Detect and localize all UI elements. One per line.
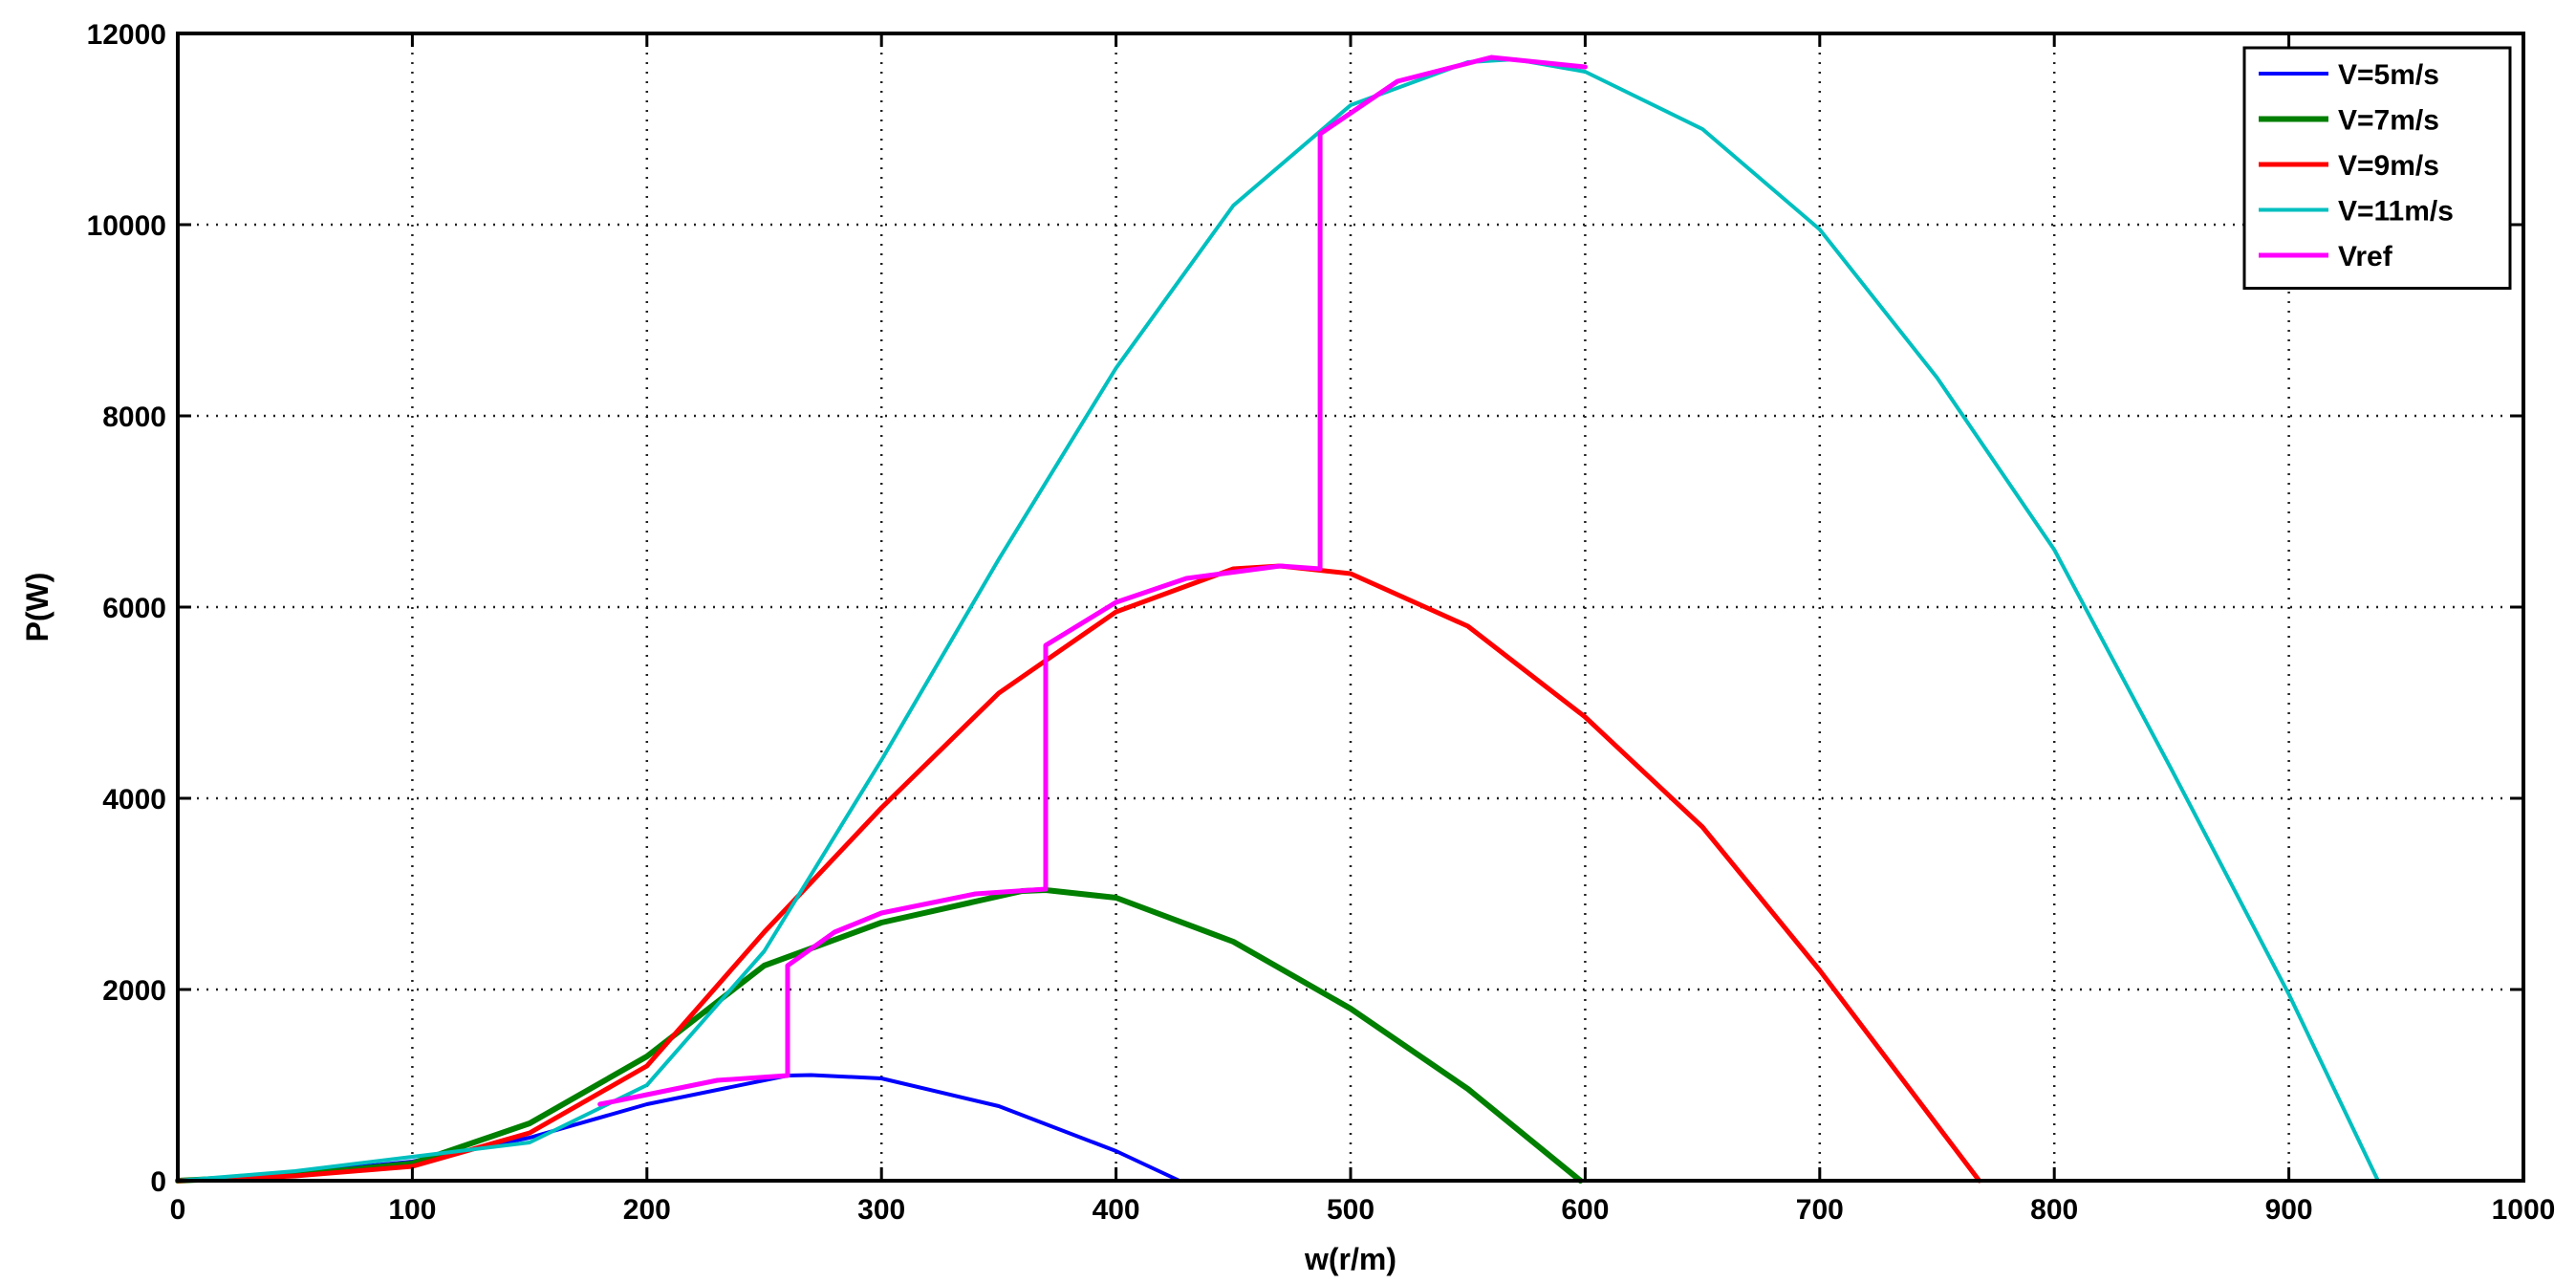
y-tick-label: 12000 bbox=[87, 19, 166, 51]
x-tick-label: 100 bbox=[388, 1194, 436, 1226]
legend-label: V=9m/s bbox=[2338, 150, 2439, 182]
legend-label: V=11m/s bbox=[2338, 196, 2454, 228]
series-line bbox=[176, 57, 2380, 1183]
x-tick-label: 300 bbox=[857, 1194, 905, 1226]
y-tick-label: 10000 bbox=[87, 210, 166, 242]
axis-ticks bbox=[176, 32, 2525, 1183]
x-tick-label: 900 bbox=[2265, 1194, 2313, 1226]
legend: V=5m/s V=7m/s V=9m/s V=11m/s Vref bbox=[2242, 46, 2512, 290]
legend-label: Vref bbox=[2338, 241, 2393, 272]
y-tick-label: 6000 bbox=[102, 593, 166, 624]
y-tick-label: 0 bbox=[150, 1166, 166, 1198]
tick-labels: 0 100 200 300 400 500 600 700 800 900 100002000400… bbox=[87, 19, 2556, 1226]
x-tick-label: 200 bbox=[623, 1194, 671, 1226]
y-tick-label: 4000 bbox=[102, 784, 166, 815]
x-tick-label: 700 bbox=[1796, 1194, 1844, 1226]
y-tick-label: 8000 bbox=[102, 402, 166, 433]
y-axis-label: P(W) bbox=[20, 573, 54, 642]
legend-label: V=7m/s bbox=[2338, 105, 2439, 137]
x-tick-label: 800 bbox=[2030, 1194, 2078, 1226]
legend-label: V=5m/s bbox=[2338, 59, 2439, 91]
x-axis-label: w(r/m) bbox=[1304, 1242, 1396, 1276]
x-tick-label: 1000 bbox=[2492, 1194, 2556, 1226]
series-line bbox=[175, 563, 1982, 1184]
legend-box bbox=[2242, 46, 2512, 290]
x-tick-label: 500 bbox=[1327, 1194, 1375, 1226]
series-line bbox=[175, 887, 1584, 1184]
x-tick-label: 400 bbox=[1093, 1194, 1140, 1226]
series-lines bbox=[175, 54, 2380, 1184]
series-line bbox=[597, 54, 1588, 1107]
x-tick-label: 600 bbox=[1561, 1194, 1609, 1226]
x-tick-label: 0 bbox=[170, 1194, 186, 1226]
grid bbox=[178, 33, 2523, 1181]
y-tick-label: 2000 bbox=[102, 975, 166, 1007]
